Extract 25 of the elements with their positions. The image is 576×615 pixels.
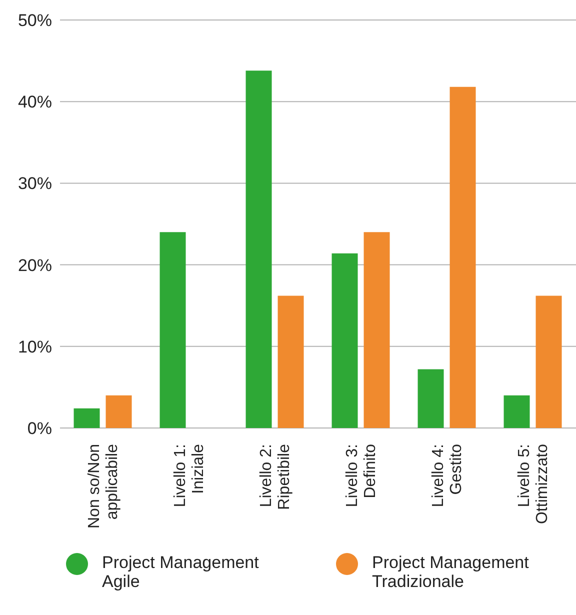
x-tick-label: Livello 2: Ripetibile [258, 444, 293, 510]
y-tick-label: 20% [18, 256, 52, 275]
bar [418, 369, 444, 428]
x-tick-label: Livello 1: Iniziale [172, 444, 207, 508]
bar [332, 253, 358, 428]
y-tick-label: 30% [18, 174, 52, 194]
bar [536, 296, 562, 428]
bar [246, 70, 272, 428]
y-tick-label: 0% [27, 419, 52, 438]
x-tick-label: Livello 4: Gestito [430, 444, 465, 508]
y-tick-label: 40% [18, 92, 52, 112]
bar [74, 408, 100, 428]
x-tick-label: Non so/Non applicabile [86, 444, 121, 528]
bar [160, 232, 186, 428]
bar [450, 86, 476, 428]
legend-label: Project Management Agile [102, 553, 259, 591]
x-tick-label: Livello 5: Ottimizzato [516, 444, 551, 524]
bar [106, 395, 132, 428]
bar [364, 232, 390, 428]
bar [278, 296, 304, 428]
bar [504, 395, 530, 428]
y-tick-label: 10% [18, 337, 52, 356]
x-tick-label: Livello 3: Definito [344, 444, 379, 508]
legend-label: Project Management Tradizionale [372, 553, 529, 591]
y-tick-label: 50% [18, 11, 52, 30]
